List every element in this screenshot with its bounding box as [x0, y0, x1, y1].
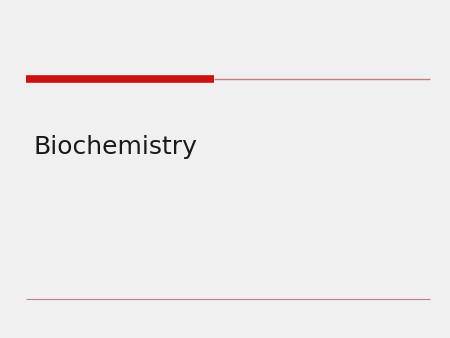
Text: Biochemistry: Biochemistry: [34, 135, 198, 159]
